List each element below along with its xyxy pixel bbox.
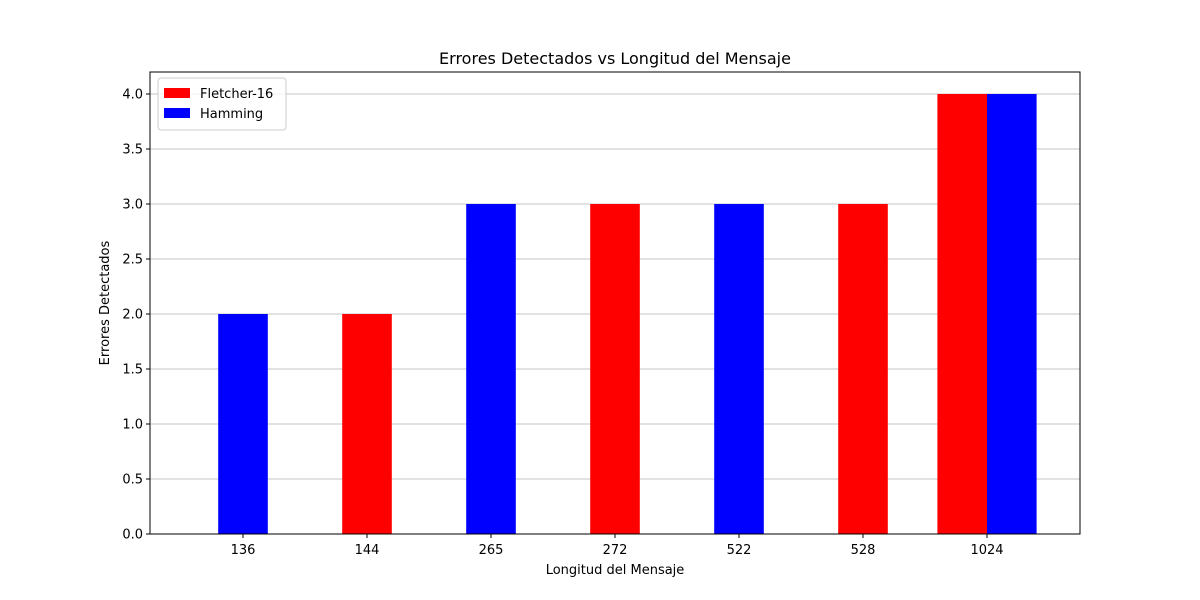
x-tick-label: 265 [479,543,504,558]
x-tick-label: 522 [727,543,752,558]
bar-fletcher-16-272 [590,204,640,534]
y-axis-label: Errores Detectados [98,240,113,365]
y-tick-label: 0.0 [122,528,143,543]
chart-title: Errores Detectados vs Longitud del Mensa… [439,49,791,68]
y-tick-label: 2.0 [122,308,143,323]
legend: Fletcher-16 Hamming [157,77,287,131]
legend-label-fletcher-16: Fletcher-16 [200,87,273,102]
y-tick-label: 3.5 [122,143,143,158]
y-tick-label: 0.5 [122,473,143,488]
bar-hamming-136 [218,314,268,534]
y-tick-label: 1.0 [122,418,143,433]
legend-label-hamming: Hamming [200,107,263,122]
y-tick-label: 4.0 [122,88,143,103]
legend-box [157,77,287,131]
y-tick-label: 3.0 [122,198,143,213]
x-tick-label: 272 [603,543,628,558]
y-tick-label: 2.5 [122,253,143,268]
bar-fletcher-16-1024 [937,94,987,534]
legend-swatch-fletcher-16 [164,88,190,98]
bar-fletcher-16-528 [838,204,888,534]
legend-swatch-hamming [164,108,190,118]
x-axis-label: Longitud del Mensaje [546,563,685,578]
bar-fletcher-16-144 [342,314,392,534]
x-tick-label: 136 [231,543,256,558]
bar-hamming-265 [466,204,516,534]
bar-hamming-522 [714,204,764,534]
bar-hamming-1024 [987,94,1037,534]
x-tick-label: 1024 [970,543,1003,558]
x-tick-label: 528 [851,543,876,558]
y-tick-label: 1.5 [122,363,143,378]
bars [218,94,1037,534]
y-axis-ticks: 0.0 0.5 1.0 1.5 2.0 2.5 3.0 3.5 4.0 [122,88,150,543]
x-tick-label: 144 [355,543,380,558]
x-axis-ticks: 136 144 265 272 522 528 1024 [231,534,1004,558]
